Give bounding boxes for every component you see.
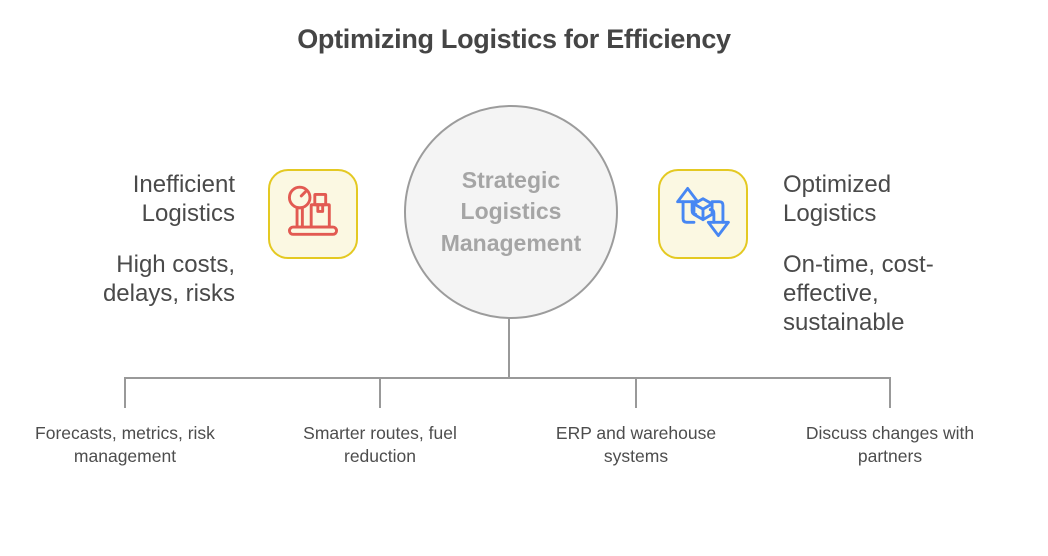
- inefficient-logistics-block: Inefficient Logistics High costs, delays…: [85, 170, 235, 308]
- connector-drop-line-4: [889, 377, 891, 408]
- branch-label-line: management: [73, 446, 177, 467]
- inefficient-logistics-description: High costs, delays, risks: [102, 250, 235, 307]
- central-node-label: Strategic Logistics Management: [440, 167, 582, 256]
- inefficient-logistics-icon-box: [268, 169, 358, 259]
- branch-label-forecasts: Forecasts, metrics, risk management: [10, 422, 240, 468]
- connector-horizontal-line: [124, 377, 891, 379]
- optimized-logistics-heading: Optimized Logistics: [783, 171, 892, 228]
- optimized-logistics-description: On-time, cost-effective, sustainable: [783, 250, 934, 337]
- connector-drop-line-1: [124, 377, 126, 408]
- package-flow-icon: [674, 183, 732, 246]
- connector-drop-line-3: [635, 377, 637, 408]
- branch-label-line: Forecasts, metrics, risk: [35, 423, 215, 443]
- branch-label-routes: Smarter routes, fuel reduction: [265, 422, 495, 468]
- branch-label-line: ERP and warehouse: [555, 423, 717, 443]
- weighing-scale-icon: [284, 183, 342, 246]
- connector-stem-line: [508, 318, 510, 378]
- optimized-logistics-block: Optimized Logistics On-time, cost-effect…: [783, 170, 958, 337]
- branch-label-line: Smarter routes, fuel: [303, 423, 457, 443]
- inefficient-logistics-heading: Inefficient Logistics: [132, 171, 235, 228]
- branch-label-partners: Discuss changes with partners: [775, 422, 1005, 468]
- optimized-logistics-icon-box: [658, 169, 748, 259]
- page-title: Optimizing Logistics for Efficiency: [297, 24, 731, 54]
- connector-drop-line-2: [379, 377, 381, 408]
- branch-label-line: partners: [857, 446, 923, 467]
- central-node: Strategic Logistics Management: [404, 105, 618, 319]
- branch-label-line: Discuss changes with: [805, 423, 975, 443]
- branch-label-line: reduction: [344, 446, 416, 467]
- branch-label-erp: ERP and warehouse systems: [521, 422, 751, 468]
- branch-label-line: systems: [603, 446, 669, 467]
